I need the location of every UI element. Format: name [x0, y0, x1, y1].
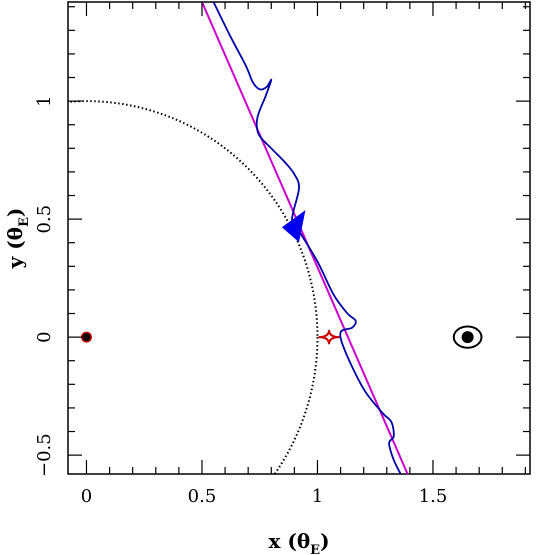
x-tick-label: 0.5: [188, 486, 217, 507]
lensed-trajectory-curve: [212, 2, 402, 474]
y-axis-title-suffix: ): [3, 208, 27, 217]
y-axis-title-symbol: θ: [3, 227, 27, 240]
y-tick-label: 0.5: [34, 205, 55, 234]
einstein-ring: [68, 100, 319, 474]
primary-lens-marker: [82, 333, 91, 342]
y-tick-label: −0.5: [34, 433, 55, 477]
x-axis-title: x (θE): [268, 529, 329, 555]
companion-critical-curve: [452, 325, 483, 349]
x-tick-label: 1: [312, 486, 323, 507]
direction-arrowhead: [281, 210, 306, 243]
y-tick-label: 0: [34, 331, 55, 342]
companion-lens-marker: [461, 331, 474, 344]
plot-area: [67, 1, 531, 475]
y-tick-label: 1: [34, 95, 55, 106]
plot-frame: [67, 1, 531, 475]
x-tick-labels: 0 0.5 1 1.5: [81, 486, 448, 507]
x-axis-title-symbol: θ: [297, 529, 310, 553]
caustic-curve: [318, 329, 340, 345]
x-axis-title-prefix: x (: [268, 529, 296, 553]
y-axis-title-prefix: y (: [3, 240, 27, 269]
source-trajectory-line: [201, 2, 409, 474]
y-axis-title: y (θE): [3, 208, 32, 270]
x-tick-label: 1.5: [419, 486, 448, 507]
y-axis-title-subscript: E: [17, 217, 32, 227]
x-tick-label: 0: [81, 486, 92, 507]
y-tick-labels: −0.5 0 0.5 1: [34, 95, 55, 477]
x-axis-title-subscript: E: [310, 543, 320, 555]
x-axis-title-suffix: ): [320, 529, 329, 553]
markers-layer: [80, 210, 483, 349]
ticks-layer: [68, 2, 530, 474]
curves-layer: [68, 2, 409, 474]
